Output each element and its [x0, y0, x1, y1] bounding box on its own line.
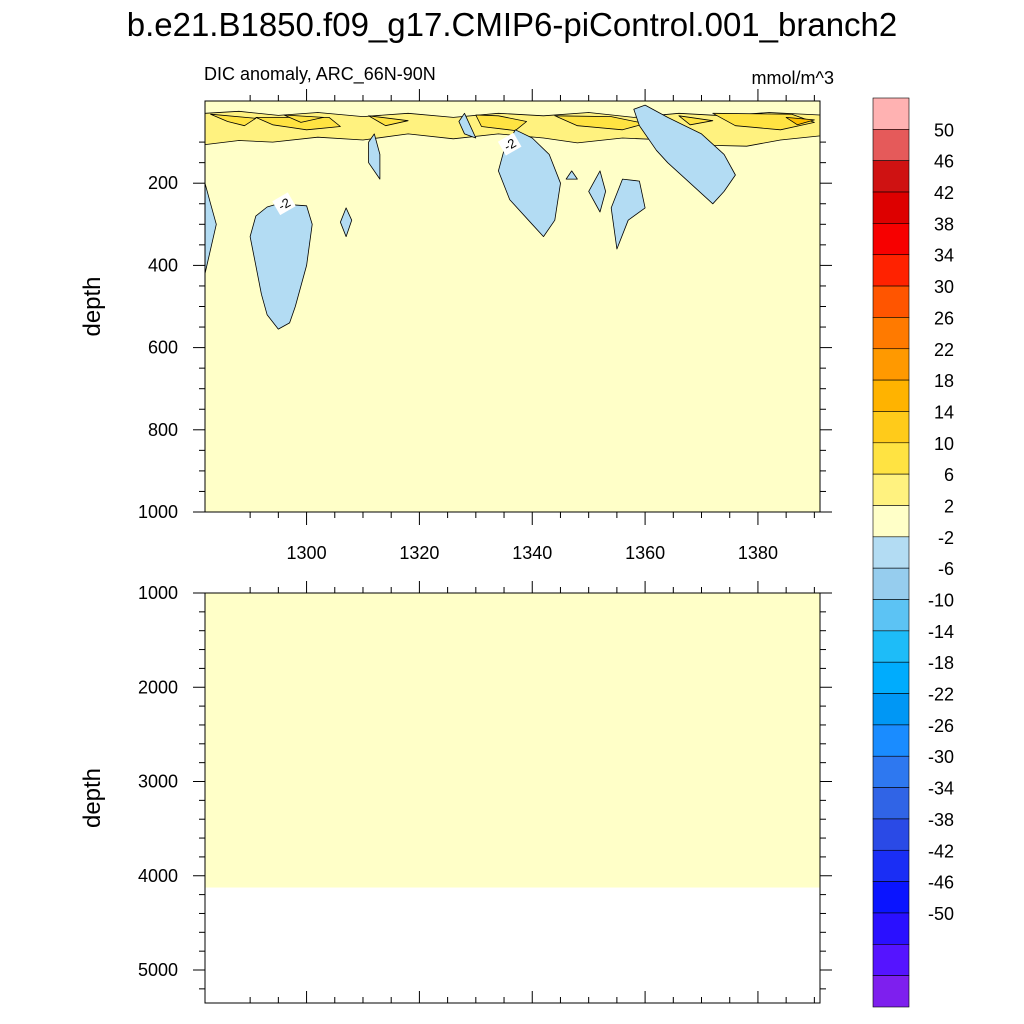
x-tick-label: 1340: [512, 543, 552, 563]
colorbar-label: -10: [928, 591, 954, 611]
contour-region-11: [205, 182, 217, 275]
colorbar-label: -34: [928, 779, 954, 799]
y-tick-label: 600: [148, 338, 178, 358]
colorbar-label: -42: [928, 841, 954, 861]
colorbar-label: -18: [928, 653, 954, 673]
colorbar-label: 10: [934, 434, 954, 454]
y-tick-label: 5000: [138, 960, 178, 980]
colorbar-swatch: [872, 724, 910, 757]
colorbar-label: -2: [938, 528, 954, 548]
colorbar-label: 2: [944, 496, 954, 516]
colorbar-label: 42: [934, 183, 954, 203]
colorbar-swatch: [872, 411, 910, 444]
contour-region-15: [458, 112, 477, 139]
contour-region-7: [554, 115, 646, 131]
colorbar-swatch: [872, 348, 910, 381]
y-tick-label: 4000: [138, 866, 178, 886]
colorbar-label: -50: [928, 904, 954, 924]
colorbar-label: 38: [934, 214, 954, 234]
colorbar-swatch: [872, 630, 910, 663]
colorbar-label: 34: [934, 246, 954, 266]
colorbar-label: -26: [928, 716, 954, 736]
colorbar-label: -46: [928, 873, 954, 893]
y-tick-label: 200: [148, 173, 178, 193]
colorbar-swatch: [872, 755, 910, 788]
x-tick-label: 1300: [287, 543, 327, 563]
contour-region-17: [565, 170, 578, 180]
contour-region-19: [610, 178, 646, 250]
colorbar-swatch: [872, 97, 910, 130]
contour-region-2: [210, 113, 257, 127]
colorbar: 50 46 42 38 34 30 26 22 18 14 10 6 2 -2 -6 -10 -14 -18 -22…: [872, 97, 954, 1008]
contour-region-18: [588, 170, 606, 213]
colorbar-swatch: [872, 160, 910, 193]
x-tick-label: 1360: [625, 543, 665, 563]
colorbar-label: -14: [928, 622, 954, 642]
colorbar-swatch: [872, 787, 910, 820]
contour-region-6: [475, 114, 527, 132]
y-tick-label: 400: [148, 255, 178, 275]
y-tick-label: 800: [148, 420, 178, 440]
chart-title: b.e21.B1850.f09_g17.CMIP6-piControl.001_…: [126, 6, 898, 43]
colorbar-label: 50: [934, 120, 954, 140]
colorbar-swatch: [872, 505, 910, 538]
colorbar-label: 26: [934, 308, 954, 328]
colorbar-swatch: [872, 317, 910, 350]
colorbar-swatch: [872, 473, 910, 506]
colorbar-label: -38: [928, 810, 954, 830]
y-tick-label: 1000: [138, 583, 178, 603]
colorbar-label: 46: [934, 152, 954, 172]
y-tick-label: 1000: [138, 502, 178, 522]
colorbar-swatch: [872, 975, 910, 1008]
contour-region-16: [497, 129, 561, 238]
colorbar-swatch: [872, 599, 910, 632]
contour-region-9: [678, 115, 714, 126]
colorbar-swatch: [872, 881, 910, 914]
colorbar-swatch: [872, 849, 910, 882]
colorbar-swatch: [872, 379, 910, 412]
units-label: mmol/m^3: [751, 68, 834, 88]
contour-region-4: [283, 114, 324, 123]
y-axis-label-lower: depth: [79, 768, 106, 828]
colorbar-label: 30: [934, 277, 954, 297]
contour-region-13: [339, 207, 353, 238]
y-tick-label: 3000: [138, 772, 178, 792]
chart-subtitle: DIC anomaly, ARC_66N-90N: [204, 64, 436, 84]
colorbar-label: 14: [934, 402, 954, 422]
contour-region-10: [785, 117, 815, 126]
colorbar-label: -6: [938, 559, 954, 579]
x-tick-label: 1380: [738, 543, 778, 563]
contour-region-5: [368, 115, 409, 127]
colorbar-label: -30: [928, 747, 954, 767]
colorbar-swatch: [872, 129, 910, 161]
y-axis-label-upper: depth: [79, 276, 106, 336]
colorbar-label: 18: [934, 371, 954, 391]
colorbar-swatch: [872, 191, 910, 224]
colorbar-swatch: [872, 944, 910, 976]
colorbar-swatch: [872, 285, 910, 318]
colorbar-swatch: [872, 693, 910, 726]
colorbar-label: 22: [934, 340, 954, 360]
x-tick-label: 1320: [399, 543, 439, 563]
contour-region-20: [633, 104, 736, 205]
colorbar-swatch: [872, 661, 910, 694]
colorbar-swatch: [872, 223, 910, 256]
colorbar-swatch: [872, 254, 910, 287]
colorbar-label: 6: [944, 465, 954, 485]
contour-region-12: [249, 203, 313, 330]
colorbar-swatch: [872, 536, 910, 569]
colorbar-label: -22: [928, 685, 954, 705]
colorbar-swatch: [872, 912, 910, 945]
y-tick-label: 2000: [138, 677, 178, 697]
lower-field-background: [205, 593, 820, 888]
colorbar-swatch: [872, 818, 910, 851]
contour-region-14: [368, 133, 381, 180]
colorbar-swatch: [872, 442, 910, 475]
colorbar-swatch: [872, 567, 910, 600]
lower-panel: 1000 2000 3000 4000 5000 depth: [79, 581, 832, 1004]
